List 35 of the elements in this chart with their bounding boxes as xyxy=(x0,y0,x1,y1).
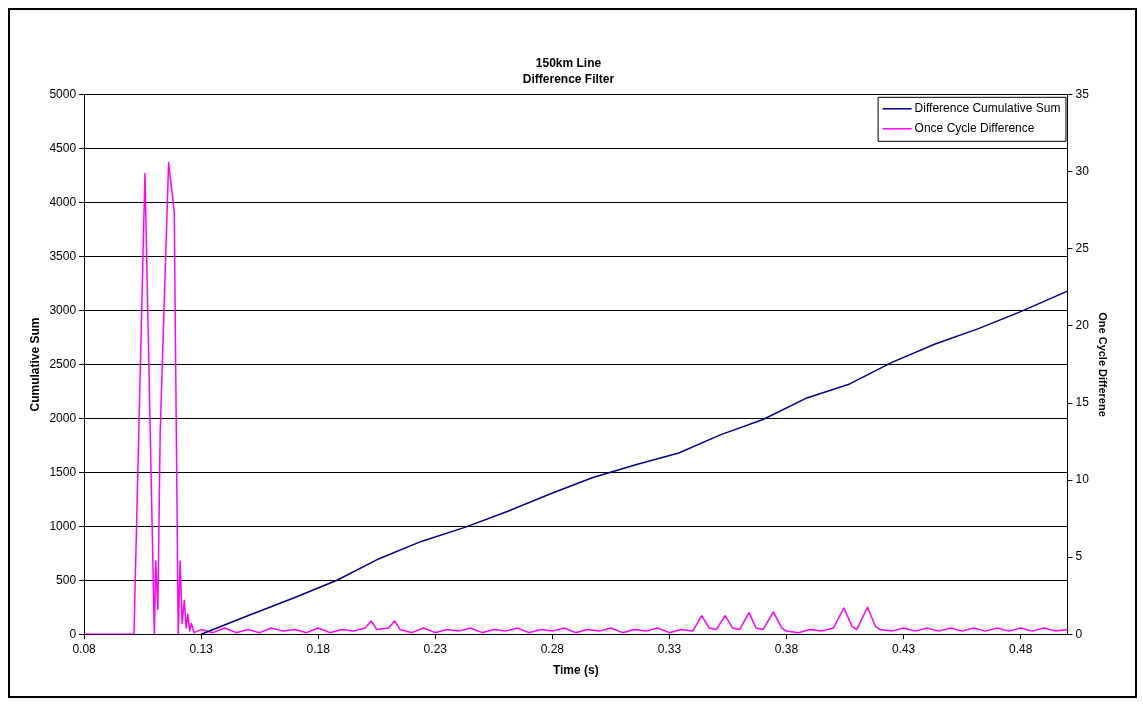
legend-label: Once Cycle Difference xyxy=(914,121,1035,136)
y-tick-label: 0 xyxy=(69,626,77,641)
y2-tick-label: 35 xyxy=(1075,87,1090,102)
y2-axis-title: One Cycle Differene xyxy=(1097,312,1110,417)
y-tick-label: 3500 xyxy=(49,248,77,263)
y-tick-label: 4500 xyxy=(49,141,77,156)
x-tick-label: 0.08 xyxy=(72,641,97,656)
y-tick-label: 1000 xyxy=(49,518,77,533)
y2-tick-label: 20 xyxy=(1075,318,1090,333)
x-tick-label: 0.38 xyxy=(774,641,799,656)
y-tick-label: 4000 xyxy=(49,194,77,209)
legend-label: Difference Cumulative Sum xyxy=(914,101,1061,116)
y2-tick-label: 10 xyxy=(1075,472,1090,487)
x-tick-label: 0.28 xyxy=(540,641,565,656)
y2-tick-label: 15 xyxy=(1075,395,1090,410)
y-tick-label: 2000 xyxy=(49,410,77,425)
x-tick-label: 0.33 xyxy=(657,641,682,656)
y2-tick-label: 0 xyxy=(1075,626,1083,641)
x-tick-label: 0.13 xyxy=(189,641,214,656)
chart-title: 150km Line xyxy=(535,55,602,70)
y-tick-label: 2500 xyxy=(49,356,77,371)
chart-subtitle: Difference Filter xyxy=(522,71,615,86)
x-tick-label: 0.23 xyxy=(423,641,448,656)
y2-tick-label: 5 xyxy=(1075,549,1083,564)
y2-tick-label: 30 xyxy=(1075,164,1090,179)
x-tick-label: 0.43 xyxy=(891,641,916,656)
y-tick-label: 1500 xyxy=(49,464,77,479)
x-axis-title: Time (s) xyxy=(552,663,599,678)
x-tick-label: 0.48 xyxy=(1008,641,1033,656)
y2-tick-label: 25 xyxy=(1075,241,1090,256)
y-tick-label: 5000 xyxy=(49,87,77,102)
y-tick-label: 500 xyxy=(56,572,77,587)
y-axis-title: Cumulative Sum xyxy=(27,317,42,412)
y-tick-label: 3000 xyxy=(49,302,77,317)
x-tick-label: 0.18 xyxy=(306,641,331,656)
